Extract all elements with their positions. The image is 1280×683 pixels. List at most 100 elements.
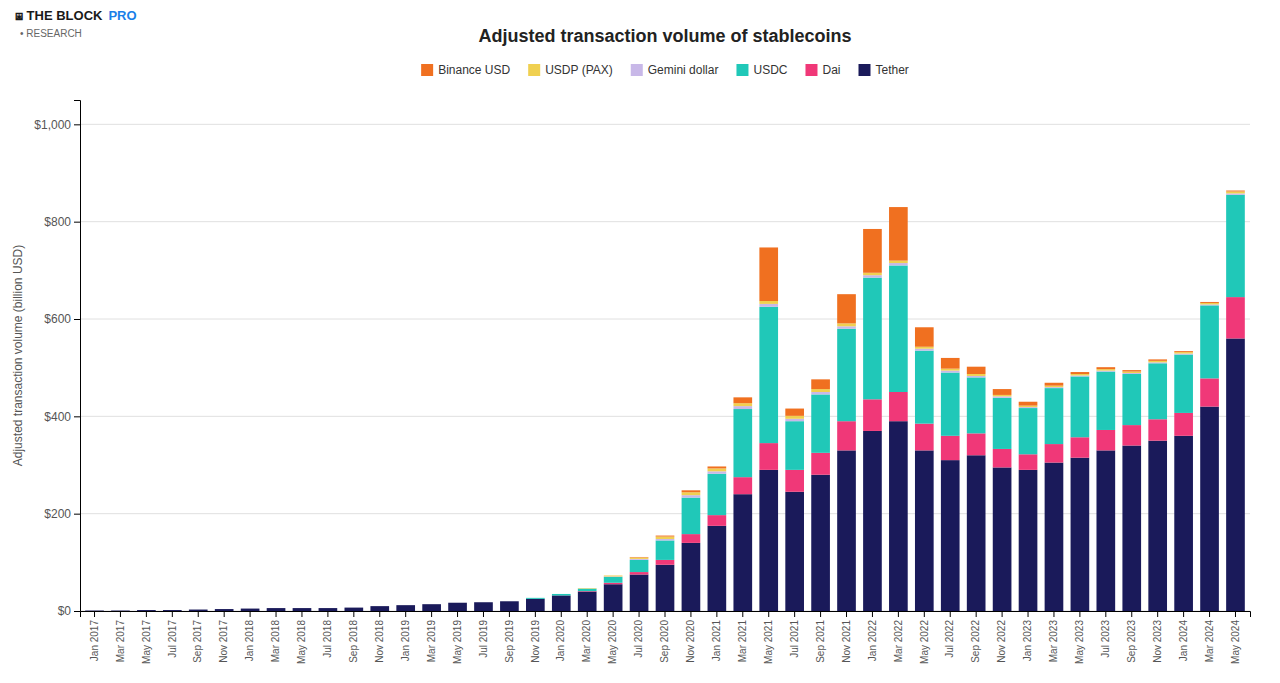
bar (1071, 374, 1090, 375)
bar (526, 597, 545, 598)
tick-mark (872, 611, 873, 617)
bar (422, 604, 441, 605)
bar (137, 610, 156, 611)
tick-mark (690, 611, 691, 617)
bar (293, 608, 312, 609)
bar (759, 307, 778, 443)
bar (863, 278, 882, 400)
bar (837, 326, 856, 328)
bar (241, 609, 260, 611)
bar (915, 347, 934, 349)
bar (267, 608, 286, 611)
tick: Nov 2017 (218, 611, 229, 663)
bar (733, 409, 752, 477)
bar (344, 607, 363, 608)
tick-label: Jan 2023 (1022, 620, 1033, 662)
tick-label: Nov 2019 (530, 620, 541, 663)
tick-label: May 2017 (141, 620, 152, 664)
series (85, 338, 1245, 611)
bar (344, 607, 363, 608)
tick-label: Nov 2020 (685, 620, 696, 663)
tick-label: Mar 2021 (737, 620, 748, 663)
bar (837, 450, 856, 611)
tick-mark (1209, 611, 1210, 617)
bar (993, 467, 1012, 611)
tick-mark (1028, 611, 1029, 617)
bar (267, 608, 286, 609)
bar (1200, 304, 1219, 306)
bar (137, 610, 156, 611)
bar (500, 601, 519, 602)
bar (474, 602, 493, 603)
tick-mark (276, 611, 277, 617)
bar (1122, 373, 1141, 375)
bar (1226, 195, 1245, 297)
bar (708, 466, 727, 468)
tick: $200 (44, 507, 80, 521)
bar (474, 602, 493, 603)
axis-line (81, 612, 1251, 618)
tick-label: Sep 2020 (659, 620, 670, 663)
tick: Mar 2023 (1048, 611, 1059, 662)
bar (811, 394, 830, 452)
bar (1122, 372, 1141, 373)
bar (1045, 386, 1064, 387)
bar (993, 398, 1012, 449)
bar (811, 379, 830, 389)
tick-mark (846, 611, 847, 617)
tick-mark (898, 611, 899, 617)
bar (267, 608, 286, 609)
bar (630, 558, 649, 560)
bar (396, 605, 415, 606)
tick-mark (794, 611, 795, 617)
legend-label: Tether (876, 63, 909, 77)
bar (85, 610, 104, 611)
bar (137, 610, 156, 611)
tick: Jan 2021 (711, 611, 722, 661)
tick: Mar 2022 (893, 611, 904, 662)
tick: Mar 2018 (270, 611, 281, 662)
bar (708, 515, 727, 526)
tick: Jan 2018 (244, 611, 255, 661)
bar (137, 610, 156, 611)
bar (319, 608, 338, 609)
tick-label: Sep 2023 (1126, 620, 1137, 663)
tick-mark (820, 611, 821, 617)
bar (630, 572, 649, 574)
bar (552, 595, 571, 596)
bar (1096, 370, 1115, 372)
tick-mark (94, 611, 95, 617)
tick-label: Mar 2024 (1204, 620, 1215, 663)
bar (137, 610, 156, 611)
bar (1045, 463, 1064, 611)
bar (1019, 470, 1038, 611)
bar (682, 543, 701, 611)
legend-item: Dai (805, 63, 840, 77)
bar (111, 610, 130, 611)
tick: May 2021 (763, 611, 774, 664)
bar (1019, 454, 1038, 470)
bar (344, 608, 363, 611)
bar (1226, 190, 1245, 192)
bar (578, 592, 597, 611)
tick: May 2018 (296, 611, 307, 664)
tick-label: Mar 2019 (426, 620, 437, 663)
legend-label: Binance USD (438, 63, 510, 77)
bar (759, 301, 778, 304)
legend-swatch (736, 64, 748, 76)
tick-label: Mar 2018 (270, 620, 281, 663)
tick: $600 (44, 312, 80, 326)
tick-label: Jul 2022 (944, 620, 955, 658)
tick: Jul 2020 (633, 611, 644, 658)
tick-mark (509, 611, 510, 617)
tick-label: Nov 2017 (218, 620, 229, 663)
bar (1148, 359, 1167, 360)
bar (474, 602, 493, 603)
bar (319, 608, 338, 609)
bar (448, 603, 467, 611)
bar (293, 608, 312, 609)
bar (396, 605, 415, 606)
bar (915, 450, 934, 611)
bar (474, 602, 493, 611)
bar (915, 351, 934, 424)
